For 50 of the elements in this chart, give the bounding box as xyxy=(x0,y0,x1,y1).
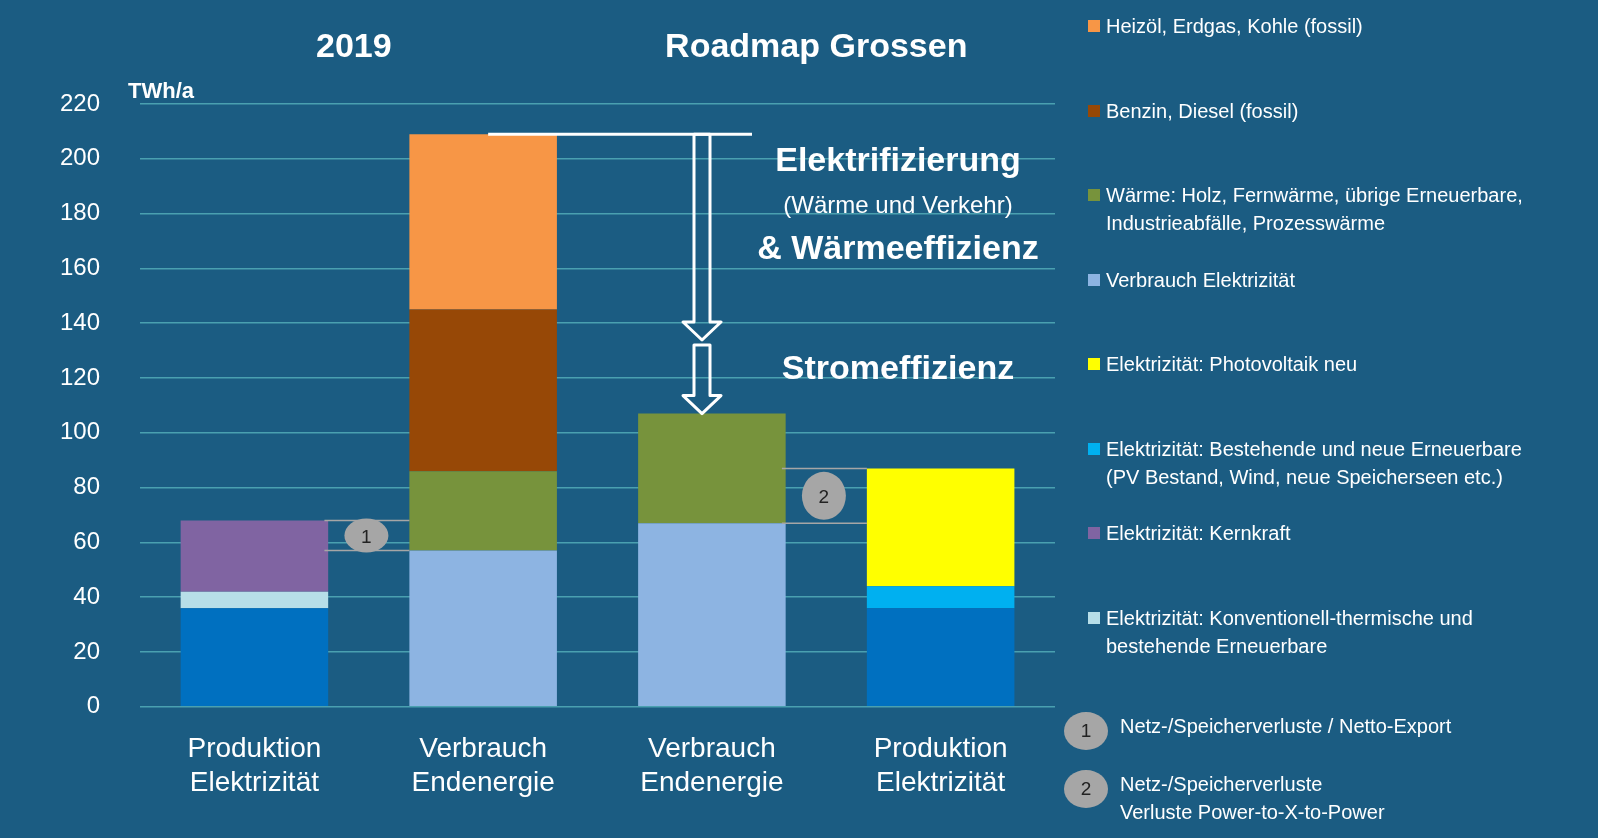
y-tick-label: 100 xyxy=(60,417,101,445)
x-tick-label: Produktion Elektrizität xyxy=(873,732,1008,797)
annotation: & Wärmeeffizienz xyxy=(757,228,1039,267)
y-tick-label: 20 xyxy=(73,636,101,664)
y-tick-label: 200 xyxy=(60,143,101,171)
bar xyxy=(866,586,1015,609)
circle-icon: 1 xyxy=(1064,712,1108,750)
annotation: (Wärme und Verkehr) xyxy=(783,190,1013,218)
legend-label: Wärme: Holz, Fernwärme, übrige Erneuerbare, Industrieabfälle, Prozesswärme xyxy=(1106,183,1524,236)
x-tick-label: Produktion Elektrizität xyxy=(187,732,322,797)
y-tick-label: 40 xyxy=(73,581,101,609)
text: 2019 xyxy=(315,26,392,65)
legend-label: Elektrizität: Bestehende und neue Erneuerbare (PV Bestand, Wind, neue Speicherseen etc.) xyxy=(1106,436,1523,490)
legend-label: Elektrizität: Kernkraft xyxy=(1106,521,1291,546)
annotation: 2 xyxy=(818,485,830,507)
y-tick-label: 80 xyxy=(73,472,101,500)
text: Netz-/Speicherverluste / Netto-Export xyxy=(1120,714,1452,739)
text: Verluste Power-to-X-to-Power xyxy=(1120,800,1385,825)
legend-label: Elektrizität: Photovoltaik neu xyxy=(1106,352,1358,377)
bar xyxy=(866,468,1015,587)
bar xyxy=(638,413,786,524)
text: Netz-/Speicherverluste xyxy=(1120,772,1324,797)
bar xyxy=(180,520,329,592)
legend-label: Benzin, Diesel (fossil) xyxy=(1106,98,1299,124)
bar xyxy=(409,134,557,310)
bar xyxy=(638,523,786,707)
legend-label: Elektrizität: Konventionell-thermische und bestehende Erneuerbare xyxy=(1106,605,1474,659)
y-tick-label: 180 xyxy=(60,198,101,226)
bar xyxy=(409,471,557,551)
legend-label: Verbrauch Elektrizität xyxy=(1106,267,1295,293)
x-tick-label: Verbrauch Endenergie xyxy=(640,732,784,797)
bar xyxy=(866,608,1015,707)
y-tick-label: 0 xyxy=(86,691,101,719)
y-tick-label: 60 xyxy=(73,527,101,555)
annotation: Elektrifizierung xyxy=(775,140,1021,179)
annotation: 1 xyxy=(361,525,372,547)
circle-icon: 2 xyxy=(1064,770,1108,808)
text: Roadmap Grossen xyxy=(665,26,968,65)
y-tick-label: 120 xyxy=(60,362,101,390)
y-tick-label: 220 xyxy=(60,88,101,116)
bar xyxy=(409,309,557,472)
x-tick-label: Verbrauch Endenergie xyxy=(411,732,555,797)
y-tick-label: 160 xyxy=(60,253,101,281)
bar xyxy=(180,608,329,707)
legend-label: Heizöl, Erdgas, Kohle (fossil) xyxy=(1106,14,1363,39)
bar xyxy=(180,591,329,609)
y-axis-title: TWh/a xyxy=(128,78,195,104)
bar xyxy=(409,550,557,707)
y-tick-label: 140 xyxy=(60,307,101,335)
annotation: Stromeffizienz xyxy=(781,348,1015,387)
